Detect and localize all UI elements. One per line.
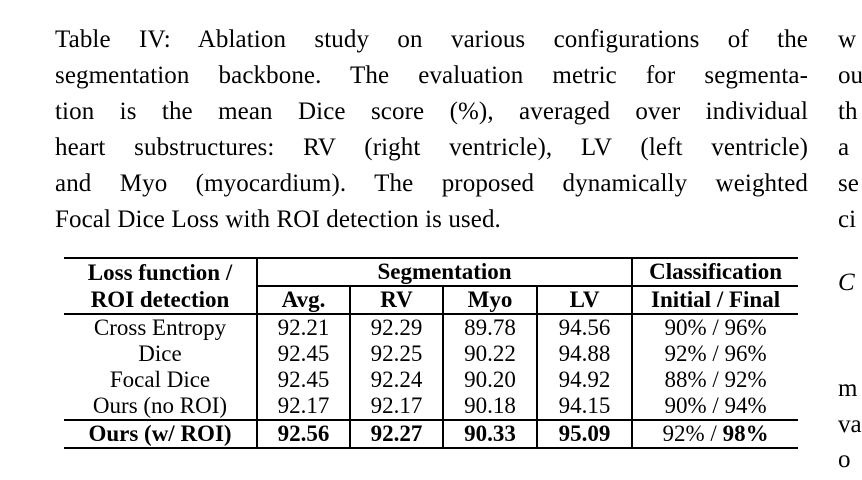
cell-classification: 90% / 94% [631, 393, 799, 420]
cell-rv: 92.25 [349, 341, 443, 367]
column-fragment: ou [838, 62, 862, 89]
header-loss-function-line1: Loss function / [87, 260, 233, 285]
cell-rv: 92.24 [349, 367, 443, 393]
column-fragment: a [838, 134, 850, 161]
table-body: Cross Entropy 92.21 92.29 89.78 94.56 90… [64, 314, 799, 448]
header-col-rv: RV [349, 286, 443, 314]
adjacent-column-text-top: w ou th a se ci [838, 22, 862, 238]
cell-loss: Focal Dice [109, 367, 211, 392]
cell-rv: 92.29 [349, 314, 443, 341]
column-fragment: va [838, 410, 862, 438]
cell-classification: 92% / 96% [631, 341, 799, 367]
table-row-focal-dice: Focal Dice 92.45 92.24 90.20 94.92 88% /… [64, 367, 799, 393]
table-row-cross-entropy: Cross Entropy 92.21 92.29 89.78 94.56 90… [64, 314, 799, 341]
table-row-dice: Dice 92.45 92.25 90.22 94.88 92% / 96% [64, 341, 799, 367]
cell-lv: 95.09 [535, 420, 633, 448]
header-group-segmentation: Segmentation [255, 258, 634, 287]
cell-lv: 94.92 [535, 367, 633, 393]
cell-rv: 92.17 [349, 393, 443, 420]
column-fragment: se [838, 170, 859, 197]
ablation-table: Loss function / ROI detection Segmentati… [64, 257, 799, 449]
cell-avg: 92.17 [256, 393, 350, 420]
caption-line-5: and Myo (myocardium). The proposed dynam… [55, 170, 808, 197]
caption-line-3: tion is the mean Dice score (%), average… [55, 98, 808, 125]
column-fragment: ci [838, 206, 857, 233]
header-col-lv: LV [535, 286, 633, 314]
column-fragment: o [838, 446, 851, 473]
cell-myo: 90.22 [442, 341, 537, 367]
cell-avg: 92.56 [256, 420, 350, 448]
cell-rv: 92.27 [349, 420, 443, 448]
cell-loss: Cross Entropy [93, 315, 227, 340]
table-header-sub-row: Avg. RV Myo LV Initial / Final [64, 286, 799, 314]
caption-line-4: heart substructures: RV (right ventricle… [55, 134, 808, 161]
cell-avg: 92.21 [256, 314, 350, 341]
cell-avg: 92.45 [256, 341, 350, 367]
caption-line-1: Table IV: Ablation study on various conf… [55, 26, 808, 53]
cell-loss: Ours (w/ ROI) [88, 421, 232, 446]
cell-myo: 90.20 [442, 367, 537, 393]
header-col-initial-final: Initial / Final [631, 286, 799, 314]
header-group-classification: Classification [632, 258, 799, 287]
cell-avg: 92.45 [256, 367, 350, 393]
column-fragment: w [838, 26, 857, 53]
caption-line-2: segmentation backbone. The evaluation me… [55, 62, 808, 89]
cell-lv: 94.56 [535, 314, 633, 341]
cell-classification: 88% / 92% [631, 367, 799, 393]
table-caption: Table IV: Ablation study on various conf… [55, 22, 808, 238]
cell-classification: 92% / 98% [631, 420, 799, 448]
header-col-avg: Avg. [256, 286, 350, 314]
cell-classification-final: 98% [722, 421, 769, 446]
cell-myo: 90.33 [442, 420, 537, 448]
table-row-ours-no-roi: Ours (no ROI) 92.17 92.17 90.18 94.15 90… [64, 393, 799, 420]
cell-lv: 94.15 [535, 393, 633, 420]
caption-line-6: Focal Dice Loss with ROI detection is us… [55, 206, 501, 233]
header-loss-function: Loss function / ROI detection [64, 258, 257, 314]
cell-lv: 94.88 [535, 341, 633, 367]
table-header-group-row: Loss function / ROI detection Segmentati… [64, 258, 799, 312]
table-row-ours-with-roi: Ours (w/ ROI) 92.56 92.27 90.33 95.09 92… [64, 420, 799, 448]
cell-classification: 90% / 96% [631, 314, 799, 341]
column-fragment: th [838, 98, 858, 125]
table-header: Loss function / ROI detection Segmentati… [64, 258, 799, 314]
column-fragment: m [838, 375, 858, 402]
header-col-myo: Myo [442, 286, 537, 314]
cell-loss: Dice [138, 341, 182, 366]
adjacent-column-text-bottom: m va o [838, 371, 862, 478]
cell-loss: Ours (no ROI) [92, 393, 228, 418]
cell-myo: 90.18 [442, 393, 537, 420]
cell-classification-initial: 92% / [662, 421, 723, 446]
header-loss-function-line2: ROI detection [90, 287, 230, 312]
cell-myo: 89.78 [442, 314, 537, 341]
adjacent-column-subsection-heading: C [838, 269, 855, 296]
